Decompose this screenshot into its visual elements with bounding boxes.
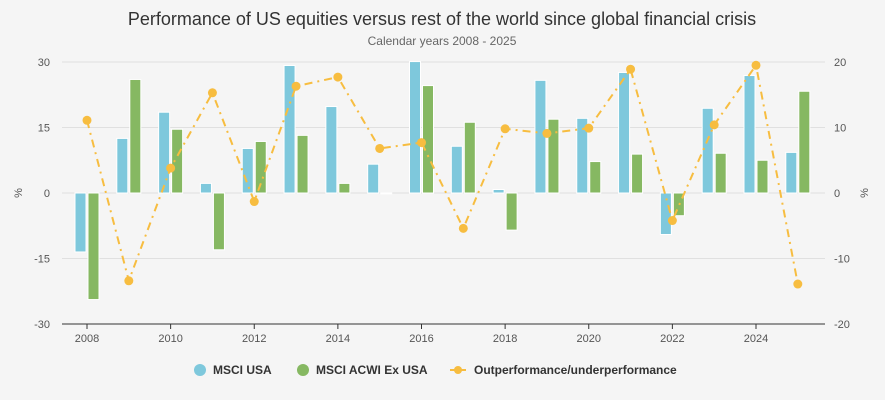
bar-msci-acwi-ex-usa-2024 <box>756 159 769 194</box>
point-outperformance-2013 <box>291 81 301 91</box>
legend-swatch-0 <box>194 364 206 376</box>
point-outperformance-2008 <box>82 115 92 125</box>
bar-msci-usa-2017 <box>450 145 463 194</box>
point-outperformance-2015 <box>375 143 385 153</box>
x-tick-label: 2022 <box>660 333 684 345</box>
line-outperformance <box>86 62 799 285</box>
bar-msci-acwi-ex-usa-2020 <box>589 161 602 194</box>
bar-msci-acwi-ex-usa-2018 <box>505 192 518 231</box>
point-outperformance-2011 <box>207 88 217 98</box>
bar-msci-usa-2016 <box>409 61 421 194</box>
bar-msci-usa-2008 <box>74 192 87 253</box>
bar-msci-usa-2014 <box>325 106 338 194</box>
bar-msci-usa-2020 <box>576 117 589 194</box>
bar-msci-usa-2009 <box>116 137 129 194</box>
point-outperformance-2012 <box>249 197 259 207</box>
x-tick-label: 2020 <box>577 333 601 345</box>
bar-msci-acwi-ex-usa-2019 <box>547 118 560 194</box>
bar-msci-usa-2023 <box>701 107 714 194</box>
y-axis-left-label: % <box>13 188 25 198</box>
point-outperformance-2025 <box>793 279 803 289</box>
bar-msci-usa-2018 <box>492 189 505 194</box>
point-outperformance-2010 <box>166 163 176 173</box>
bar-msci-acwi-ex-usa-2023 <box>714 152 727 194</box>
bar-msci-usa-2024 <box>743 75 756 194</box>
bar-msci-usa-2011 <box>199 182 212 194</box>
y-tick-right: 20 <box>834 57 846 69</box>
bar-msci-acwi-ex-usa-2011 <box>212 192 225 251</box>
point-outperformance-2017 <box>458 223 468 233</box>
bar-msci-usa-2021 <box>618 71 631 194</box>
bar-msci-acwi-ex-usa-2009 <box>129 78 142 194</box>
x-tick-label: 2010 <box>158 333 182 345</box>
x-tick-label: 2014 <box>326 333 350 345</box>
y-tick-left: 30 <box>38 57 50 69</box>
legend: MSCI USA MSCI ACWI Ex USA Outperformance/u… <box>194 363 677 377</box>
point-outperformance-2019 <box>542 128 552 138</box>
y-tick-right: 0 <box>834 188 840 200</box>
bar-msci-acwi-ex-usa-2015 <box>380 192 393 195</box>
bar-msci-usa-2012 <box>241 147 254 194</box>
bar-msci-acwi-ex-usa-2008 <box>87 192 100 301</box>
bar-msci-acwi-ex-usa-2010 <box>171 128 184 194</box>
bar-msci-acwi-ex-usa-2013 <box>296 134 309 194</box>
bar-msci-usa-2010 <box>158 111 171 194</box>
x-tick-label: 2018 <box>493 333 517 345</box>
point-outperformance-2014 <box>333 72 343 82</box>
legend-label: MSCI USA <box>213 363 272 377</box>
y-tick-left: 0 <box>44 188 50 200</box>
bar-msci-acwi-ex-usa-2014 <box>338 182 351 194</box>
point-outperformance-2018 <box>500 124 510 134</box>
y-axis-right-label: % <box>859 188 871 198</box>
y-tick-left: -30 <box>34 319 50 331</box>
bar-msci-acwi-ex-usa-2017 <box>463 121 476 194</box>
point-outperformance-2020 <box>584 123 594 133</box>
point-outperformance-2024 <box>751 60 761 70</box>
legend-swatch-1 <box>297 364 309 376</box>
bar-msci-acwi-ex-usa-2025 <box>798 90 811 194</box>
chart-subtitle: Calendar years 2008 - 2025 <box>368 34 517 48</box>
x-tick-label: 2024 <box>744 333 768 345</box>
point-outperformance-2009 <box>124 276 134 286</box>
bar-msci-usa-2025 <box>785 151 798 194</box>
y-tick-left: -15 <box>34 254 50 266</box>
point-outperformance-2023 <box>709 120 719 130</box>
bar-msci-usa-2013 <box>283 64 296 194</box>
y-tick-right: -10 <box>834 254 850 266</box>
point-outperformance-2022 <box>667 216 677 226</box>
point-outperformance-2021 <box>626 64 636 74</box>
legend-label: MSCI ACWI Ex USA <box>316 363 428 377</box>
bar-msci-usa-2022 <box>659 192 672 235</box>
y-tick-right: -20 <box>834 319 850 331</box>
bar-msci-acwi-ex-usa-2021 <box>631 153 644 194</box>
x-tick-label: 2008 <box>75 333 99 345</box>
point-outperformance-2016 <box>417 138 426 148</box>
x-tick-label: 2016 <box>409 333 433 345</box>
legend-swatch-2 <box>454 366 462 374</box>
chart-title: Performance of US equities versus rest o… <box>128 9 756 29</box>
y-tick-right: 10 <box>834 123 846 135</box>
x-tick-label: 2012 <box>242 333 266 345</box>
legend-label: Outperformance/underperformance <box>474 363 677 377</box>
bar-msci-usa-2015 <box>367 163 380 194</box>
y-tick-left: 15 <box>38 123 50 135</box>
